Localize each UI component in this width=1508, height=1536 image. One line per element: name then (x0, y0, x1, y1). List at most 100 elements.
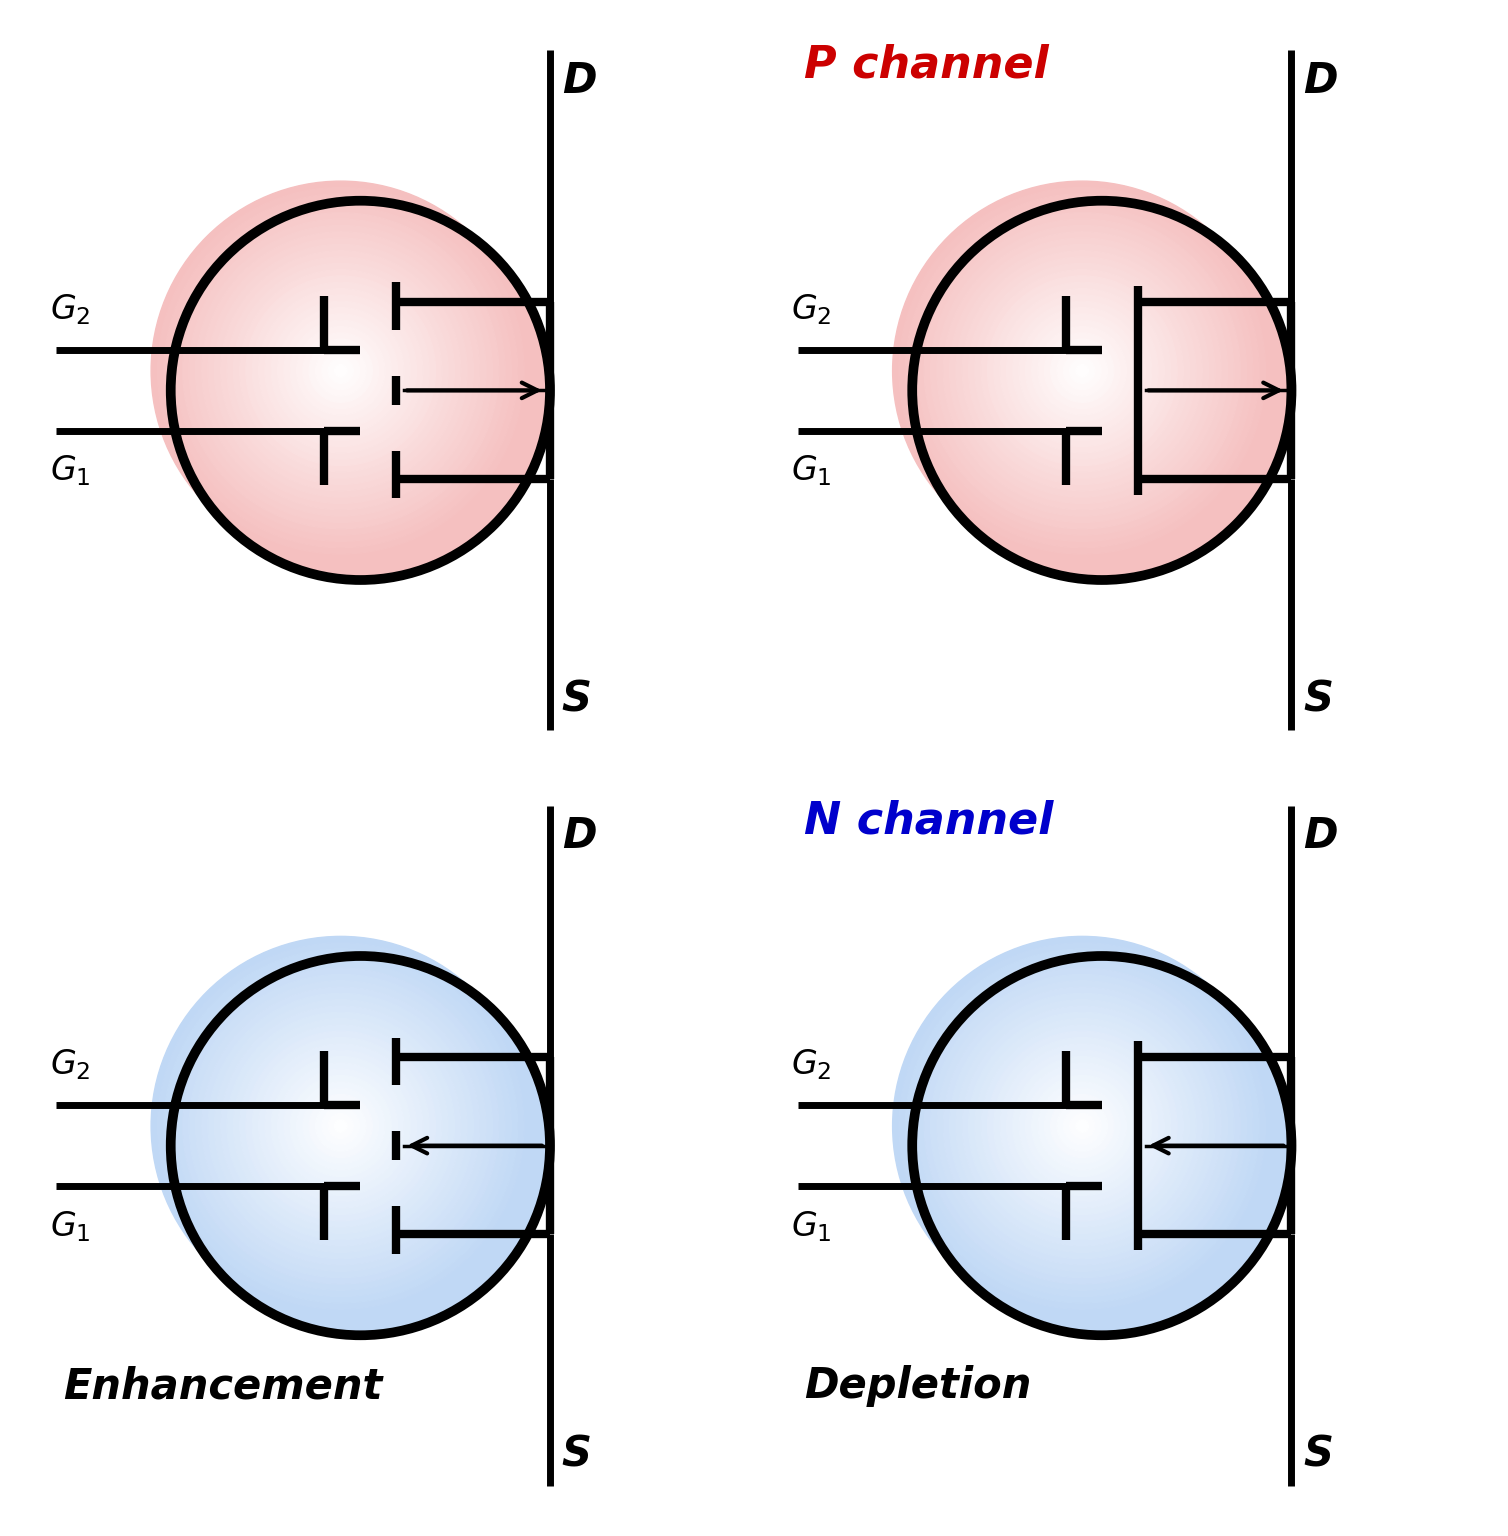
Text: $G_2$: $G_2$ (50, 1048, 90, 1083)
Circle shape (1075, 1120, 1089, 1132)
Circle shape (240, 1025, 442, 1227)
Circle shape (905, 949, 1259, 1303)
Circle shape (321, 1107, 360, 1144)
Circle shape (1006, 295, 1158, 447)
Circle shape (188, 220, 493, 522)
Circle shape (284, 313, 398, 427)
Circle shape (321, 352, 360, 390)
Circle shape (297, 327, 385, 415)
Circle shape (271, 301, 410, 441)
Circle shape (1069, 1114, 1095, 1138)
Circle shape (228, 257, 454, 484)
Circle shape (956, 1000, 1209, 1252)
Circle shape (151, 937, 531, 1316)
Circle shape (974, 263, 1190, 478)
Circle shape (297, 1081, 385, 1170)
Circle shape (912, 955, 1291, 1335)
Circle shape (170, 200, 511, 541)
Circle shape (1006, 1051, 1158, 1201)
Text: D: D (1303, 816, 1338, 857)
Circle shape (277, 307, 404, 435)
Text: S: S (1303, 679, 1333, 720)
Circle shape (234, 1018, 448, 1233)
Circle shape (930, 220, 1234, 522)
Text: N channel: N channel (804, 799, 1054, 842)
Circle shape (335, 364, 347, 376)
Circle shape (202, 232, 480, 510)
Circle shape (329, 358, 353, 384)
Circle shape (1063, 1107, 1101, 1144)
Circle shape (329, 1114, 353, 1138)
Circle shape (335, 1120, 347, 1132)
Circle shape (968, 257, 1196, 484)
Circle shape (258, 1044, 422, 1209)
Circle shape (1038, 327, 1126, 415)
Circle shape (182, 212, 499, 528)
Circle shape (303, 1087, 379, 1164)
Circle shape (911, 955, 1253, 1296)
Circle shape (1057, 1101, 1107, 1152)
Text: P channel: P channel (804, 45, 1050, 88)
Circle shape (1013, 1057, 1152, 1195)
Circle shape (157, 187, 525, 554)
Circle shape (1031, 1075, 1133, 1177)
Circle shape (924, 968, 1240, 1284)
Circle shape (164, 949, 517, 1303)
Circle shape (196, 980, 486, 1272)
Circle shape (936, 226, 1228, 516)
Circle shape (942, 232, 1221, 510)
Circle shape (974, 1018, 1190, 1233)
Circle shape (1051, 339, 1114, 402)
Circle shape (968, 1012, 1196, 1240)
Circle shape (170, 955, 511, 1296)
Circle shape (1051, 1095, 1114, 1158)
Circle shape (170, 201, 550, 581)
Circle shape (956, 244, 1209, 498)
Circle shape (1025, 1069, 1139, 1183)
Circle shape (208, 238, 474, 504)
Circle shape (988, 1031, 1178, 1221)
Circle shape (1057, 346, 1107, 396)
Circle shape (202, 988, 480, 1266)
Text: $G_1$: $G_1$ (792, 453, 832, 488)
Circle shape (303, 333, 379, 409)
Circle shape (1069, 358, 1095, 384)
Circle shape (1045, 333, 1120, 409)
Circle shape (982, 270, 1184, 472)
Circle shape (252, 1037, 430, 1215)
Circle shape (315, 1101, 366, 1152)
Circle shape (240, 270, 442, 472)
Circle shape (924, 212, 1240, 528)
Circle shape (157, 943, 525, 1309)
Circle shape (1019, 1063, 1146, 1189)
Circle shape (214, 1000, 467, 1252)
Circle shape (315, 346, 366, 396)
Text: $G_1$: $G_1$ (792, 1209, 832, 1244)
Circle shape (176, 962, 505, 1290)
Circle shape (911, 200, 1253, 541)
Circle shape (309, 1095, 372, 1158)
Circle shape (988, 276, 1178, 465)
Text: D: D (1303, 60, 1338, 103)
Circle shape (950, 994, 1215, 1260)
Circle shape (899, 187, 1265, 554)
Circle shape (1000, 1044, 1164, 1209)
Circle shape (1038, 1081, 1126, 1170)
Circle shape (220, 1006, 461, 1246)
Circle shape (290, 319, 391, 421)
Circle shape (151, 181, 531, 561)
Circle shape (982, 1025, 1184, 1227)
Circle shape (246, 1031, 436, 1221)
Circle shape (309, 339, 372, 402)
Circle shape (208, 994, 474, 1260)
Circle shape (905, 194, 1259, 548)
Circle shape (252, 283, 430, 459)
Circle shape (258, 289, 422, 453)
Circle shape (994, 283, 1170, 459)
Circle shape (1031, 319, 1133, 421)
Text: S: S (562, 679, 591, 720)
Circle shape (220, 250, 461, 492)
Circle shape (1013, 301, 1152, 441)
Circle shape (1045, 1087, 1120, 1164)
Circle shape (234, 263, 448, 478)
